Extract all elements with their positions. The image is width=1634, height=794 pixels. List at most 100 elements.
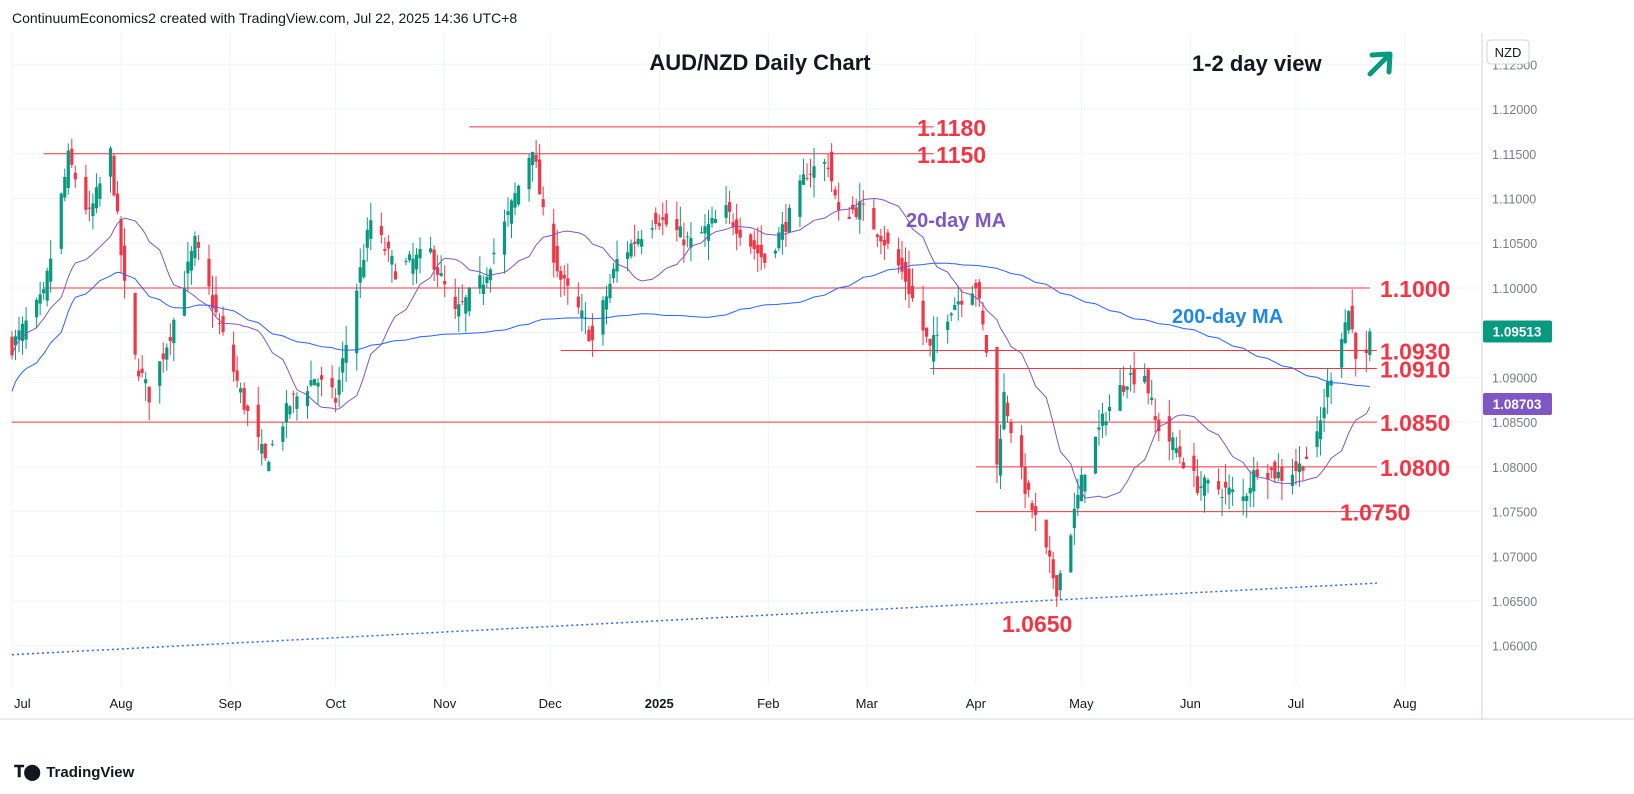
candle-body bbox=[270, 443, 274, 445]
candle-body bbox=[513, 193, 517, 208]
candle-body bbox=[1220, 497, 1224, 499]
candle-body bbox=[312, 379, 317, 386]
candle-body bbox=[661, 217, 665, 220]
candle-body bbox=[1044, 519, 1048, 548]
candle-body bbox=[35, 299, 39, 318]
candle-body bbox=[1354, 332, 1358, 359]
time-tick-label: Apr bbox=[966, 696, 987, 711]
candle-body bbox=[1304, 456, 1309, 459]
candle-body bbox=[172, 319, 176, 344]
trendline-support bbox=[11, 582, 1377, 656]
candle-body bbox=[1347, 311, 1351, 331]
candle-body bbox=[189, 251, 194, 271]
candle-body bbox=[896, 249, 901, 266]
candle-body bbox=[73, 172, 77, 180]
candle-body bbox=[38, 294, 42, 304]
candle-body bbox=[858, 201, 862, 220]
candle-body bbox=[559, 270, 563, 280]
candle-body bbox=[1125, 386, 1129, 390]
candle-body bbox=[664, 213, 668, 225]
candle-body bbox=[49, 258, 53, 282]
candle-body bbox=[1097, 427, 1101, 430]
price-tick-label: 1.06000 bbox=[1492, 640, 1537, 654]
level-label: 1.1180 bbox=[917, 115, 986, 141]
candle-body bbox=[1280, 466, 1284, 481]
price-tick-label: 1.10000 bbox=[1492, 282, 1537, 296]
candle-body bbox=[239, 388, 243, 393]
candle-body bbox=[182, 288, 186, 316]
candle-body bbox=[924, 327, 929, 337]
level-label: 1.0800 bbox=[1380, 455, 1450, 481]
ma20-label: 20-day MA bbox=[906, 210, 1006, 232]
candle-body bbox=[956, 301, 960, 305]
candle-body bbox=[921, 300, 925, 331]
candle-body bbox=[675, 219, 679, 231]
candle-body bbox=[17, 330, 21, 340]
candle-body bbox=[1107, 406, 1112, 412]
candle-body bbox=[63, 176, 67, 198]
candle-body bbox=[1301, 466, 1305, 471]
level-label: 1.0930 bbox=[1380, 339, 1450, 365]
candle-body bbox=[531, 151, 535, 166]
candle-body bbox=[1195, 476, 1200, 493]
candle-body bbox=[1255, 469, 1259, 477]
candle-body bbox=[1174, 448, 1178, 453]
price-tick-label: 1.11500 bbox=[1492, 148, 1536, 162]
candle-body bbox=[267, 461, 271, 472]
footer-brand[interactable]: 𝐓⬤ TradingView bbox=[14, 762, 134, 782]
time-tick-label: May bbox=[1069, 696, 1094, 711]
level-label: 1.0750 bbox=[1340, 500, 1410, 526]
candle-body bbox=[133, 292, 137, 355]
candle-body bbox=[478, 275, 482, 289]
arrow-up-right-icon bbox=[1367, 51, 1393, 77]
candle-body bbox=[1252, 470, 1256, 492]
candle-body bbox=[407, 254, 412, 261]
time-tick-label: Oct bbox=[326, 696, 347, 711]
level-label: 1.1150 bbox=[917, 142, 986, 168]
candle-body bbox=[953, 305, 957, 310]
arrow-head bbox=[1369, 51, 1393, 75]
ma200-label: 200-day MA bbox=[1172, 306, 1283, 328]
candle-body bbox=[830, 151, 834, 182]
candle-body bbox=[1157, 419, 1161, 432]
candle-body bbox=[13, 336, 18, 346]
candle-body bbox=[20, 323, 25, 341]
candle-body bbox=[1153, 416, 1157, 421]
candle-body bbox=[158, 361, 162, 386]
candle-body bbox=[780, 224, 784, 240]
candle-body bbox=[386, 241, 390, 249]
time-tick-label: Sep bbox=[219, 696, 242, 711]
candle-body bbox=[59, 193, 63, 249]
level-label: 1.1000 bbox=[1380, 276, 1450, 302]
candle-body bbox=[1192, 455, 1196, 471]
candle-body bbox=[1318, 420, 1323, 440]
candle-body bbox=[1199, 486, 1203, 488]
candle-body bbox=[369, 220, 373, 239]
candle-body bbox=[886, 232, 890, 244]
ma200-line bbox=[11, 262, 1370, 392]
candle-body bbox=[305, 391, 310, 406]
candle-body bbox=[246, 405, 250, 411]
candle-body bbox=[1009, 421, 1013, 434]
price-tick-label: 1.07500 bbox=[1492, 506, 1537, 520]
candle-body bbox=[1150, 397, 1154, 401]
price-tick-label: 1.08000 bbox=[1492, 461, 1537, 475]
level-label: 1.0910 bbox=[1380, 356, 1450, 382]
candle-body bbox=[1132, 368, 1136, 385]
candle-body bbox=[1051, 559, 1055, 579]
candle-body bbox=[467, 288, 471, 312]
candle-body bbox=[590, 325, 595, 341]
price-tick-label: 1.09000 bbox=[1492, 371, 1537, 385]
candle-body bbox=[685, 236, 689, 238]
candle-body bbox=[66, 150, 70, 188]
candle-body bbox=[1368, 331, 1372, 356]
candle-body bbox=[390, 255, 394, 265]
candle-body bbox=[1294, 461, 1298, 472]
candle-body bbox=[122, 245, 127, 281]
arrow-shaft bbox=[1367, 53, 1391, 77]
candle-body bbox=[1248, 487, 1252, 494]
candle-body bbox=[756, 244, 760, 254]
candle-body bbox=[1079, 474, 1083, 501]
